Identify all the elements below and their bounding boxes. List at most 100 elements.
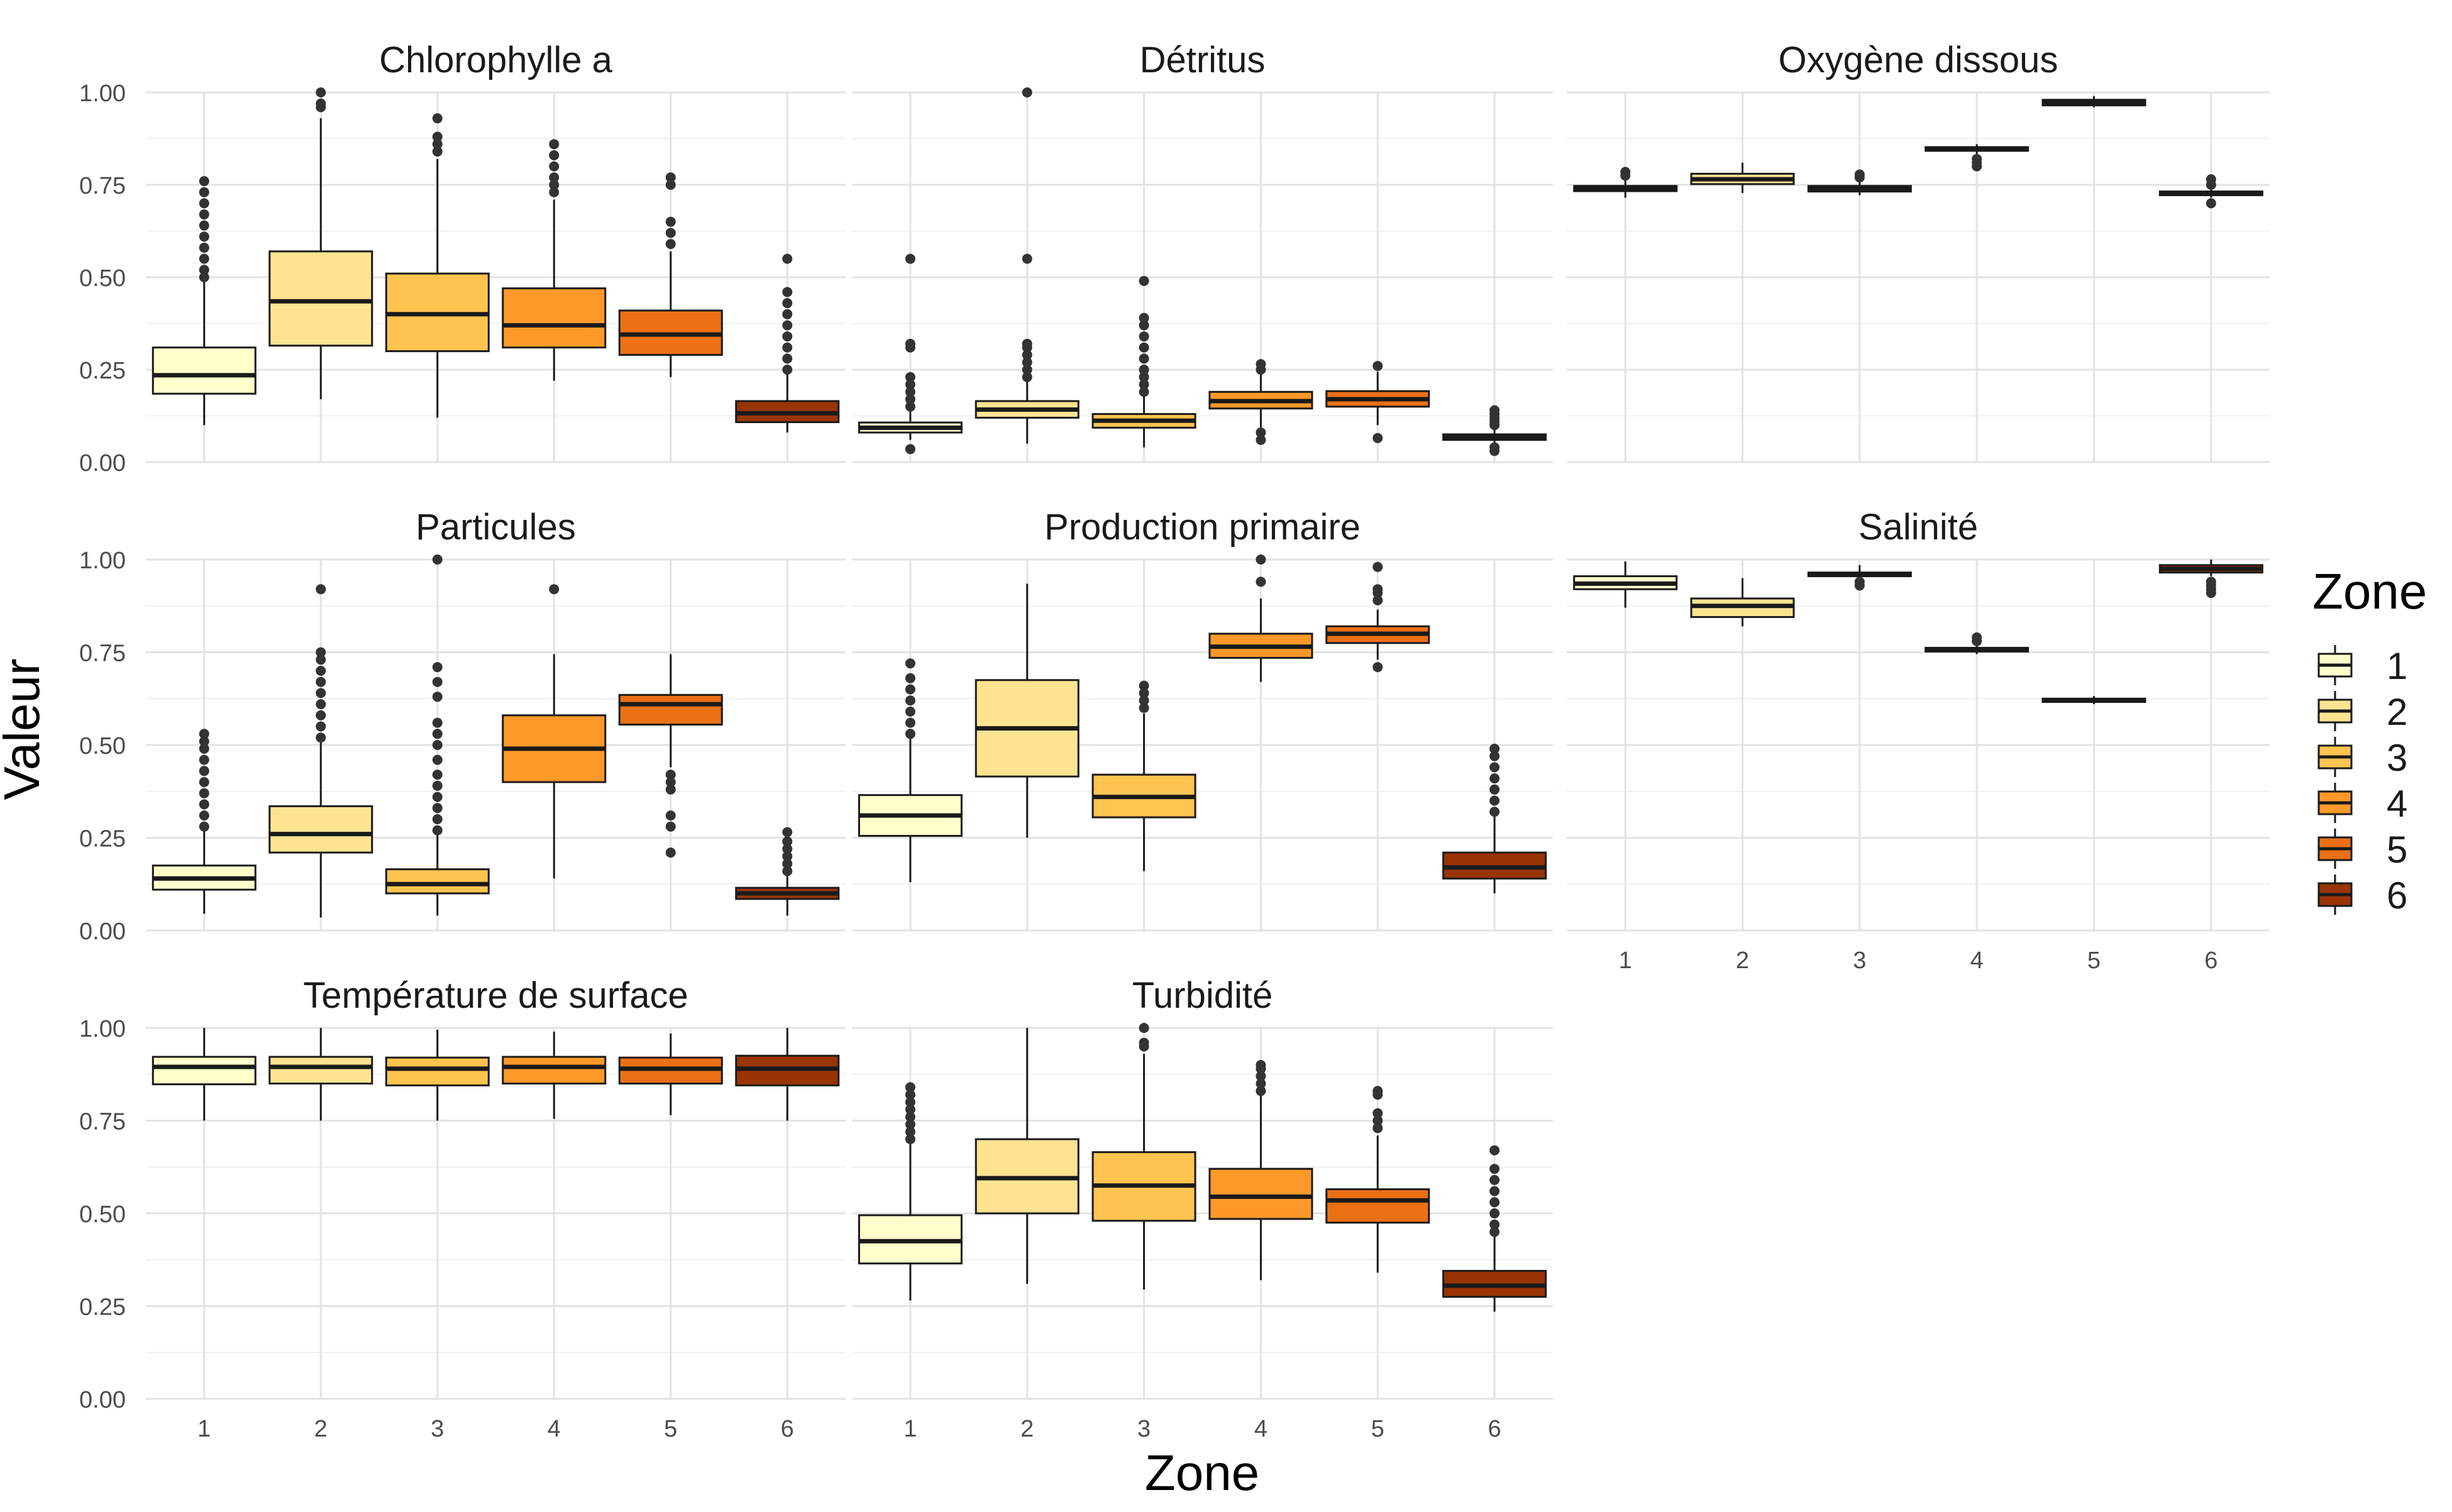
box-zone-2 — [268, 87, 373, 400]
outlier-point — [1139, 387, 1149, 397]
panel-title: Température de surface — [303, 975, 688, 1016]
outlier-point — [905, 253, 915, 264]
outlier-point — [782, 844, 793, 854]
outlier-point — [665, 821, 676, 832]
outlier-point — [1620, 167, 1631, 177]
outlier-point — [199, 754, 209, 765]
box-zone-1 — [152, 1028, 257, 1121]
x-tick-label: 4 — [548, 1416, 561, 1442]
outlier-point — [1972, 632, 1982, 643]
box-zone-1 — [152, 176, 257, 426]
outlier-point — [1489, 1197, 1500, 1208]
outlier-point — [1372, 662, 1383, 673]
outlier-point — [432, 740, 443, 750]
outlier-point — [549, 584, 560, 595]
outlier-point — [1489, 1164, 1500, 1174]
outlier-point — [316, 688, 326, 698]
box-zone-3 — [1091, 275, 1196, 448]
outlier-point — [1256, 434, 1266, 445]
y-tick-label: 0.50 — [79, 265, 126, 292]
y-tick-label: 0.50 — [79, 1201, 126, 1228]
outlier-point — [1854, 577, 1865, 587]
outlier-point — [2206, 174, 2216, 185]
outlier-point — [316, 98, 326, 109]
outlier-point — [782, 320, 793, 331]
outlier-point — [665, 784, 676, 795]
outlier-point — [316, 732, 326, 743]
outlier-point — [1372, 584, 1383, 595]
outlier-point — [782, 331, 793, 342]
iqr-box — [385, 1056, 490, 1086]
legend-item-zone-1: 1 — [2317, 645, 2407, 687]
y-tick-label: 0.00 — [79, 919, 126, 945]
outlier-point — [316, 584, 326, 595]
outlier-point — [316, 721, 326, 732]
outlier-point — [1489, 784, 1500, 795]
box-zone-6 — [735, 1028, 840, 1121]
outlier-point — [1139, 331, 1149, 342]
y-tick-label: 0.75 — [79, 173, 126, 199]
legend-item-zone-3: 3 — [2317, 737, 2407, 779]
outlier-point — [199, 743, 209, 754]
box-zone-1 — [152, 729, 257, 914]
box-zone-5 — [2041, 696, 2146, 705]
outlier-point — [1489, 1227, 1500, 1237]
box-zone-2 — [268, 584, 373, 918]
box-zone-1 — [858, 658, 963, 883]
outlier-point — [316, 710, 326, 720]
outlier-point — [199, 736, 209, 747]
box-zone-5 — [618, 172, 723, 377]
box-zone-1 — [858, 1082, 963, 1301]
outlier-point — [1139, 365, 1149, 375]
y-tick-label: 0.75 — [79, 1109, 126, 1135]
outlier-point — [782, 253, 793, 264]
legend-title: Zone — [2312, 563, 2427, 619]
outlier-point — [432, 146, 443, 157]
facet-panel: Chlorophylle a 0.00 0.25 0.50 0.75 1.00 — [79, 40, 846, 477]
outlier-point — [1489, 807, 1500, 817]
outlier-point — [665, 172, 676, 183]
y-tick-label: 0.25 — [79, 826, 126, 853]
panel-title: Chlorophylle a — [379, 40, 613, 80]
box-zone-4 — [502, 584, 607, 879]
outlier-point — [316, 647, 326, 658]
outlier-point — [1139, 320, 1149, 331]
outlier-point — [199, 777, 209, 787]
outlier-point — [1489, 405, 1500, 416]
outlier-point — [1022, 253, 1032, 264]
box-zone-5 — [1325, 1086, 1430, 1273]
outlier-point — [199, 810, 209, 821]
box-zone-6 — [1442, 743, 1547, 893]
iqr-box — [152, 1056, 257, 1086]
outlier-point — [782, 353, 793, 364]
outlier-point — [782, 342, 793, 353]
x-tick-label: 1 — [1619, 947, 1632, 974]
x-axis-title: Zone — [1145, 1445, 1259, 1501]
outlier-point — [905, 1119, 915, 1130]
outlier-point — [905, 673, 915, 683]
outlier-point — [1256, 427, 1266, 438]
legend-item-zone-5: 5 — [2317, 829, 2407, 871]
facet-panel: Température de surface 0.00 0.25 0.50 0.75 1.… — [79, 975, 846, 1442]
outlier-point — [1489, 1208, 1500, 1218]
outlier-point — [1022, 350, 1032, 360]
outlier-point — [1139, 342, 1149, 353]
outlier-point — [1139, 275, 1149, 286]
outlier-point — [432, 780, 443, 791]
outlier-point — [782, 851, 793, 861]
outlier-point — [1489, 442, 1500, 453]
box-zone-3 — [1807, 169, 1912, 196]
outlier-point — [1489, 1219, 1500, 1230]
outlier-point — [1489, 795, 1500, 806]
box-zone-3 — [385, 113, 490, 418]
outlier-point — [1854, 169, 1865, 180]
outlier-point — [905, 394, 915, 405]
outlier-point — [1139, 353, 1149, 364]
outlier-point — [782, 365, 793, 375]
box-zone-4 — [1925, 144, 2030, 172]
outlier-point — [432, 692, 443, 702]
outlier-point — [2206, 577, 2216, 587]
box-zone-2 — [1690, 578, 1795, 627]
outlier-point — [549, 172, 560, 183]
outlier-point — [1256, 555, 1266, 565]
